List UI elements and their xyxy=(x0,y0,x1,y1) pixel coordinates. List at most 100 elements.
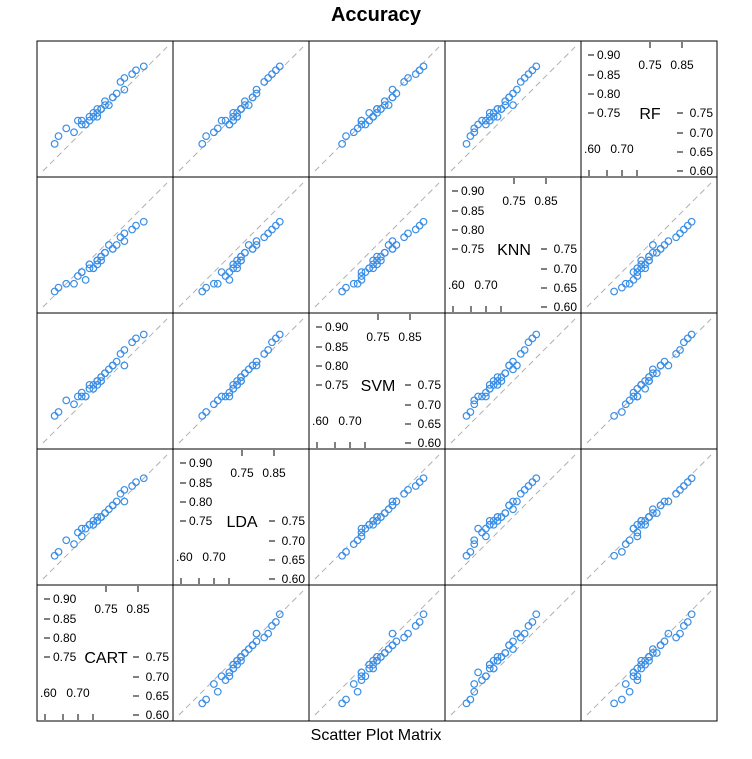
point-svm-vs-knn-24 xyxy=(380,248,389,257)
point-rf-vs-cart-3 xyxy=(687,610,696,619)
point-svm-vs-lda-18 xyxy=(342,547,350,556)
point-svm-vs-rf-8 xyxy=(373,105,381,113)
point-knn-vs-rf-12 xyxy=(501,97,510,106)
point-lda-vs-rf-18 xyxy=(202,132,211,141)
point-cart-vs-svm-29 xyxy=(85,380,94,389)
point-cart-vs-rf-13 xyxy=(81,120,90,129)
point-cart-vs-knn-21 xyxy=(97,252,106,261)
point-svm-vs-knn-9 xyxy=(392,241,401,249)
tick-label: 0.70 xyxy=(338,414,362,428)
point-knn-vs-svm-3 xyxy=(532,330,541,339)
point-rf-vs-lda-1 xyxy=(676,485,684,494)
point-rf-vs-cart-23 xyxy=(633,676,642,685)
point-lda-vs-svm-23 xyxy=(221,392,230,401)
tick-label: 0.75 xyxy=(690,106,714,120)
tick-label: 0.85 xyxy=(670,58,694,72)
panel-r3-c3 xyxy=(444,448,582,586)
point-knn-vs-lda-11 xyxy=(462,551,471,560)
point-knn-vs-rf-27 xyxy=(489,108,498,117)
point-lda-vs-rf-25 xyxy=(252,85,261,94)
tick-label: 0.75 xyxy=(366,330,390,344)
point-rf-vs-svm-17 xyxy=(648,365,657,374)
panel-r4-c2 xyxy=(308,584,446,722)
point-svm-vs-lda-16 xyxy=(369,516,378,525)
panel-r2-c1 xyxy=(172,312,310,450)
point-cart-vs-lda-15 xyxy=(116,489,125,498)
point-rf-vs-cart-12 xyxy=(652,649,661,657)
point-cart-vs-rf-16 xyxy=(93,112,102,121)
point-knn-vs-cart-11 xyxy=(462,699,471,708)
point-svm-vs-rf-19 xyxy=(411,70,420,79)
point-svm-vs-knn-22 xyxy=(415,221,424,230)
point-knn-vs-lda-20 xyxy=(485,520,494,529)
point-svm-vs-lda-3 xyxy=(419,474,428,483)
point-cart-vs-rf-3 xyxy=(139,62,148,71)
point-knn-vs-svm-9 xyxy=(509,357,517,366)
panel-r3-c1: LDA 0.90 0.85 0.80 0.75 0.75 0.85 0.75 0.70 0.65 0… xyxy=(172,448,310,586)
point-svm-vs-cart-6 xyxy=(357,672,366,681)
tick-label: 0.80 xyxy=(597,87,621,101)
point-svm-vs-lda-11 xyxy=(338,551,347,560)
point-cart-vs-lda-18 xyxy=(54,547,63,556)
point-lda-vs-knn-4 xyxy=(233,264,242,273)
point-cart-vs-rf-6 xyxy=(77,116,86,125)
point-lda-vs-cart-22 xyxy=(271,618,280,626)
tick-label: 0.90 xyxy=(461,184,485,198)
point-lda-vs-svm-21 xyxy=(237,373,245,382)
point-lda-vs-cart-9 xyxy=(252,637,261,646)
point-cart-vs-lda-20 xyxy=(89,520,98,529)
point-cart-vs-svm-27 xyxy=(93,377,102,385)
point-lda-vs-rf-29 xyxy=(229,112,238,121)
point-svm-vs-rf-22 xyxy=(415,66,424,75)
point-cart-vs-svm-17 xyxy=(104,365,113,374)
point-svm-vs-rf-21 xyxy=(376,105,385,113)
point-cart-vs-knn-10 xyxy=(85,264,94,273)
panel-r4-c0: CART 0.90 0.85 0.80 0.75 0.75 0.85 0.75 0.70 0.65… xyxy=(36,584,174,722)
point-cart-vs-lda-19 xyxy=(128,482,137,490)
point-knn-vs-lda-21 xyxy=(497,513,506,521)
point-cart-vs-knn-24 xyxy=(101,248,109,257)
point-svm-vs-knn-27 xyxy=(373,260,381,269)
point-svm-vs-cart-26 xyxy=(353,687,362,696)
point-rf-vs-cart-6 xyxy=(633,672,642,681)
point-knn-vs-cart-27 xyxy=(489,656,498,665)
tick-label: 0.65 xyxy=(282,553,306,567)
point-lda-vs-svm-15 xyxy=(260,349,269,358)
point-cart-vs-svm-18 xyxy=(54,408,63,416)
point-lda-vs-cart-24 xyxy=(240,649,249,657)
point-lda-vs-rf-6 xyxy=(217,116,226,125)
point-lda-vs-cart-20 xyxy=(229,660,238,669)
point-knn-vs-svm-28 xyxy=(481,388,490,397)
point-rf-vs-cart-22 xyxy=(683,618,692,626)
point-svm-vs-lda-7 xyxy=(349,540,358,549)
tick-label: 0.75 xyxy=(94,602,118,616)
point-rf-vs-lda-26 xyxy=(625,536,634,545)
point-svm-vs-rf-15 xyxy=(400,77,409,86)
point-knn-vs-lda-25 xyxy=(512,497,521,506)
point-lda-vs-knn-13 xyxy=(225,275,234,284)
point-knn-vs-lda-14 xyxy=(505,501,514,510)
point-knn-vs-cart-21 xyxy=(497,652,506,661)
point-knn-vs-lda-16 xyxy=(493,516,502,525)
point-svm-vs-knn-21 xyxy=(376,252,385,261)
point-cart-vs-rf-28 xyxy=(77,120,86,129)
point-lda-vs-cart-5 xyxy=(237,656,245,665)
tick-label: 0.70 xyxy=(610,142,634,156)
tick-label: 0.85 xyxy=(597,68,621,82)
point-lda-vs-knn-26 xyxy=(213,279,222,288)
point-cart-vs-rf-23 xyxy=(73,116,82,125)
point-svm-vs-lda-15 xyxy=(400,489,409,498)
point-lda-vs-svm-17 xyxy=(244,365,253,374)
point-lda-vs-rf-23 xyxy=(221,116,230,125)
point-rf-vs-svm-14 xyxy=(656,361,665,370)
tick-label: 0.60 xyxy=(690,164,714,178)
point-cart-vs-knn-25 xyxy=(120,237,129,246)
point-cart-vs-svm-23 xyxy=(73,392,82,401)
point-rf-vs-svm-24 xyxy=(648,369,657,378)
point-cart-vs-lda-21 xyxy=(97,513,106,521)
point-lda-vs-rf-19 xyxy=(268,70,276,79)
point-svm-vs-knn-25 xyxy=(388,237,397,246)
point-knn-vs-svm-25 xyxy=(512,361,521,370)
point-rf-vs-svm-10 xyxy=(633,384,642,393)
point-rf-vs-knn-15 xyxy=(672,233,681,242)
